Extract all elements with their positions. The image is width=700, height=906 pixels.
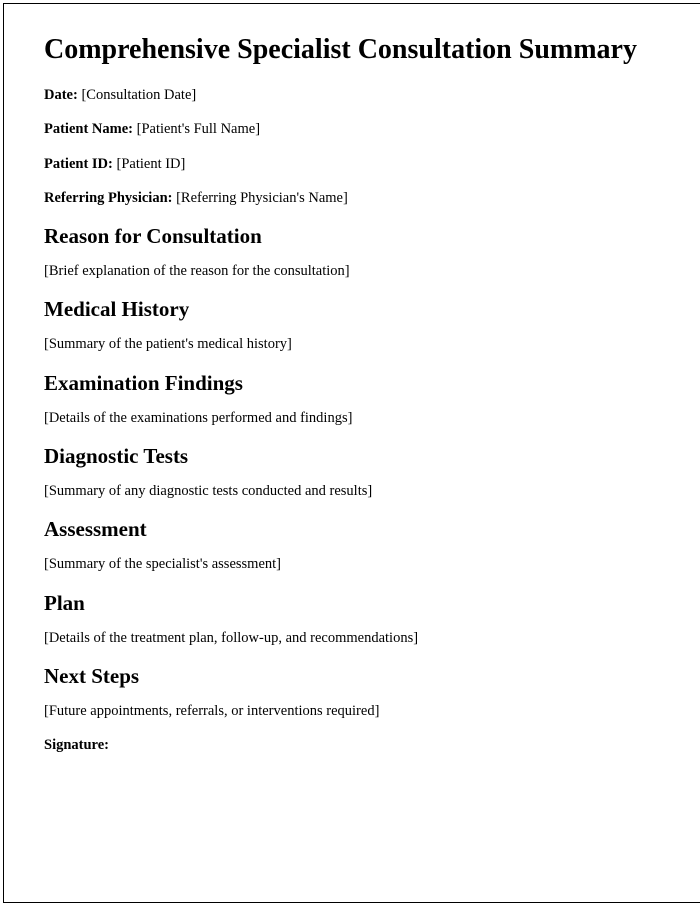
section-reason-body: [Brief explanation of the reason for the… (44, 261, 662, 281)
document-page: Comprehensive Specialist Consultation Su… (3, 3, 700, 903)
section-plan-heading: Plan (44, 591, 662, 616)
field-patient-id-label: Patient ID: (44, 156, 113, 172)
section-history-heading: Medical History (44, 297, 662, 322)
field-referring-physician-label: Referring Physician: (44, 190, 172, 206)
section-examination-body: [Details of the examinations performed a… (44, 408, 662, 428)
section-next-steps-body: [Future appointments, referrals, or inte… (44, 701, 662, 721)
section-plan-body: [Details of the treatment plan, follow-u… (44, 628, 662, 648)
field-referring-physician: Referring Physician: [Referring Physicia… (44, 188, 662, 208)
section-examination-heading: Examination Findings (44, 371, 662, 396)
field-signature-label: Signature: (44, 737, 109, 753)
field-date-label: Date: (44, 87, 78, 103)
field-signature: Signature: (44, 735, 662, 755)
field-patient-id-value: [Patient ID] (117, 156, 186, 172)
section-diagnostics-body: [Summary of any diagnostic tests conduct… (44, 481, 662, 501)
field-date-value: [Consultation Date] (81, 87, 196, 103)
section-history-body: [Summary of the patient's medical histor… (44, 334, 662, 354)
section-next-steps-heading: Next Steps (44, 664, 662, 689)
page-title: Comprehensive Specialist Consultation Su… (44, 32, 662, 67)
field-patient-name-value: [Patient's Full Name] (137, 121, 260, 137)
section-assessment-body: [Summary of the specialist's assessment] (44, 554, 662, 574)
field-date: Date: [Consultation Date] (44, 85, 662, 105)
field-patient-name-label: Patient Name: (44, 121, 133, 137)
field-patient-id: Patient ID: [Patient ID] (44, 154, 662, 174)
section-reason-heading: Reason for Consultation (44, 224, 662, 249)
field-patient-name: Patient Name: [Patient's Full Name] (44, 119, 662, 139)
section-diagnostics-heading: Diagnostic Tests (44, 444, 662, 469)
field-referring-physician-value: [Referring Physician's Name] (176, 190, 348, 206)
section-assessment-heading: Assessment (44, 517, 662, 542)
